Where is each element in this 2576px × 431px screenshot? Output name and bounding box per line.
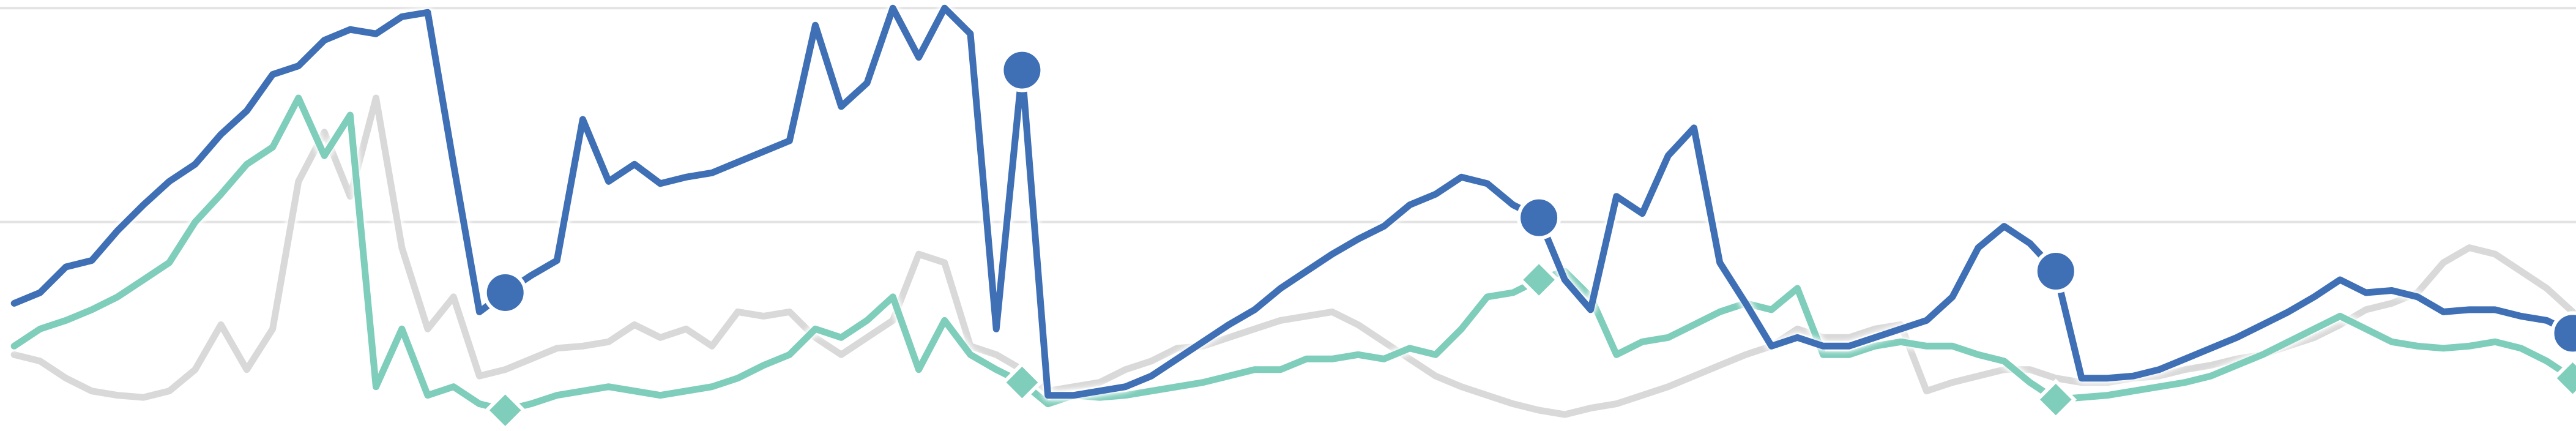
marker-circle <box>1000 48 1044 92</box>
marker-diamond <box>1517 258 1560 301</box>
marker-circle <box>483 270 527 315</box>
marker-circle <box>1517 195 1562 240</box>
marker-diamond <box>1001 361 1043 403</box>
marker-diamond <box>2552 357 2576 399</box>
marker-diamond <box>2034 378 2077 421</box>
series-line <box>10 4 2576 399</box>
series-line <box>10 94 2576 414</box>
marker-circle <box>2550 311 2576 356</box>
marker-diamond <box>484 389 526 431</box>
series-line <box>10 94 2576 418</box>
marker-circle <box>2033 249 2078 294</box>
